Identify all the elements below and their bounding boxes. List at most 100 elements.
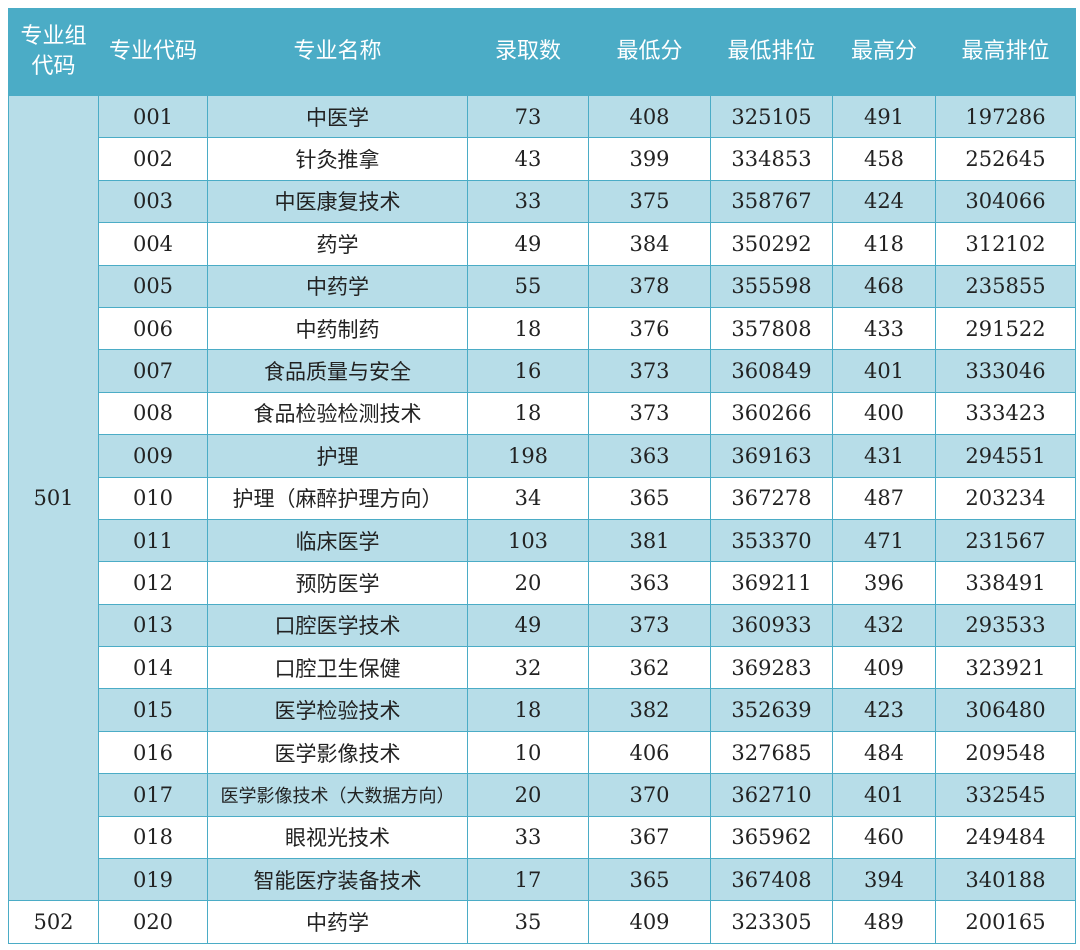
- table-row: 006 中药制药 18 376 357808 433 291522: [9, 306, 1076, 351]
- cell: 197286: [935, 94, 1076, 139]
- cell: 10: [467, 730, 589, 775]
- cell: 338491: [935, 561, 1076, 605]
- cell: 49: [467, 222, 589, 266]
- cell: 006: [98, 306, 208, 351]
- cell: 33: [467, 179, 589, 224]
- cell: 43: [467, 137, 589, 181]
- cell: 20: [467, 561, 589, 605]
- cell: 399: [588, 137, 711, 181]
- cell: 012: [98, 561, 208, 605]
- cell: 004: [98, 222, 208, 266]
- cell: 484: [832, 730, 936, 775]
- cell: 231567: [935, 518, 1076, 563]
- cell: 471: [832, 518, 936, 563]
- cell: 010: [98, 476, 208, 520]
- cell: 312102: [935, 222, 1076, 266]
- table-row: 008 食品检验检测技术 18 373 360266 400 333423: [9, 391, 1076, 436]
- cell: 375: [588, 179, 711, 224]
- table-row: 016 医学影像技术 10 406 327685 484 209548: [9, 730, 1076, 775]
- table-row: 014 口腔卫生保健 32 362 369283 409 323921: [9, 646, 1076, 690]
- cell: 333423: [935, 391, 1076, 436]
- header-cell: 专业代码: [98, 8, 208, 96]
- cell: 352639: [710, 688, 833, 732]
- cell: 医学影像技术: [207, 730, 468, 775]
- cell: 005: [98, 264, 208, 308]
- cell: 16: [467, 349, 589, 393]
- cell: 406: [588, 730, 711, 775]
- cell: 18: [467, 688, 589, 732]
- cell: 400: [832, 391, 936, 436]
- cell: 396: [832, 561, 936, 605]
- table-row: 502 020 中药学 35 409 323305 489 200165: [8, 900, 1076, 944]
- header-cell: 最低分: [588, 8, 711, 96]
- cell: 460: [832, 815, 936, 860]
- cell: 433: [832, 306, 936, 351]
- cell: 011: [98, 518, 208, 563]
- cell: 358767: [710, 179, 833, 224]
- cell: 医学检验技术: [207, 688, 468, 732]
- cell: 423: [832, 688, 936, 732]
- cell: 18: [467, 306, 589, 351]
- cell: 019: [98, 858, 208, 902]
- cell: 468: [832, 264, 936, 308]
- cell: 323305: [710, 900, 833, 944]
- header-cell: 最高分: [832, 8, 936, 96]
- cell: 365962: [710, 815, 833, 860]
- cell: 73: [467, 94, 589, 139]
- cell: 249484: [935, 815, 1076, 860]
- cell: 食品检验检测技术: [207, 391, 468, 436]
- cell: 预防医学: [207, 561, 468, 605]
- cell: 49: [467, 603, 589, 648]
- table-row: 009 护理 198 363 369163 431 294551: [9, 434, 1076, 478]
- cell: 018: [98, 815, 208, 860]
- header-cell: 录取数: [467, 8, 589, 96]
- table-row: 013 口腔医学技术 49 373 360933 432 293533: [9, 603, 1076, 648]
- cell: 306480: [935, 688, 1076, 732]
- cell: 015: [98, 688, 208, 732]
- table-row: 007 食品质量与安全 16 373 360849 401 333046: [9, 349, 1076, 393]
- cell: 369163: [710, 434, 833, 478]
- cell: 487: [832, 476, 936, 520]
- group-code: 501: [8, 94, 99, 902]
- cell: 357808: [710, 306, 833, 351]
- table-row: 019 智能医疗装备技术 17 365 367408 394 340188: [9, 858, 1076, 902]
- cell: 198: [467, 434, 589, 478]
- table-row: 501 001 中医学 73 408 325105 491 197286: [8, 94, 1076, 902]
- cell: 014: [98, 646, 208, 690]
- cell: 药学: [207, 222, 468, 266]
- cell: 367408: [710, 858, 833, 902]
- cell: 002: [98, 137, 208, 181]
- cell: 431: [832, 434, 936, 478]
- cell: 中药制药: [207, 306, 468, 351]
- cell: 409: [588, 900, 711, 944]
- cell: 409: [832, 646, 936, 690]
- cell: 369211: [710, 561, 833, 605]
- cell: 32: [467, 646, 589, 690]
- table-row: 012 预防医学 20 363 369211 396 338491: [9, 561, 1076, 605]
- cell: 291522: [935, 306, 1076, 351]
- cell: 418: [832, 222, 936, 266]
- cell: 424: [832, 179, 936, 224]
- cell: 203234: [935, 476, 1076, 520]
- cell: 103: [467, 518, 589, 563]
- cell: 360849: [710, 349, 833, 393]
- cell: 18: [467, 391, 589, 436]
- cell: 016: [98, 730, 208, 775]
- cell: 304066: [935, 179, 1076, 224]
- cell: 209548: [935, 730, 1076, 775]
- table-row: 002 针灸推拿 43 399 334853 458 252645: [9, 137, 1076, 181]
- cell: 333046: [935, 349, 1076, 393]
- cell: 327685: [710, 730, 833, 775]
- cell: 智能医疗装备技术: [207, 858, 468, 902]
- cell: 491: [832, 94, 936, 139]
- cell: 针灸推拿: [207, 137, 468, 181]
- cell: 373: [588, 603, 711, 648]
- cell: 489: [832, 900, 936, 944]
- cell: 020: [98, 900, 208, 944]
- cell: 378: [588, 264, 711, 308]
- cell: 17: [467, 858, 589, 902]
- cell: 394: [832, 858, 936, 902]
- table-row: 003 中医康复技术 33 375 358767 424 304066: [9, 179, 1076, 224]
- cell: 中药学: [207, 264, 468, 308]
